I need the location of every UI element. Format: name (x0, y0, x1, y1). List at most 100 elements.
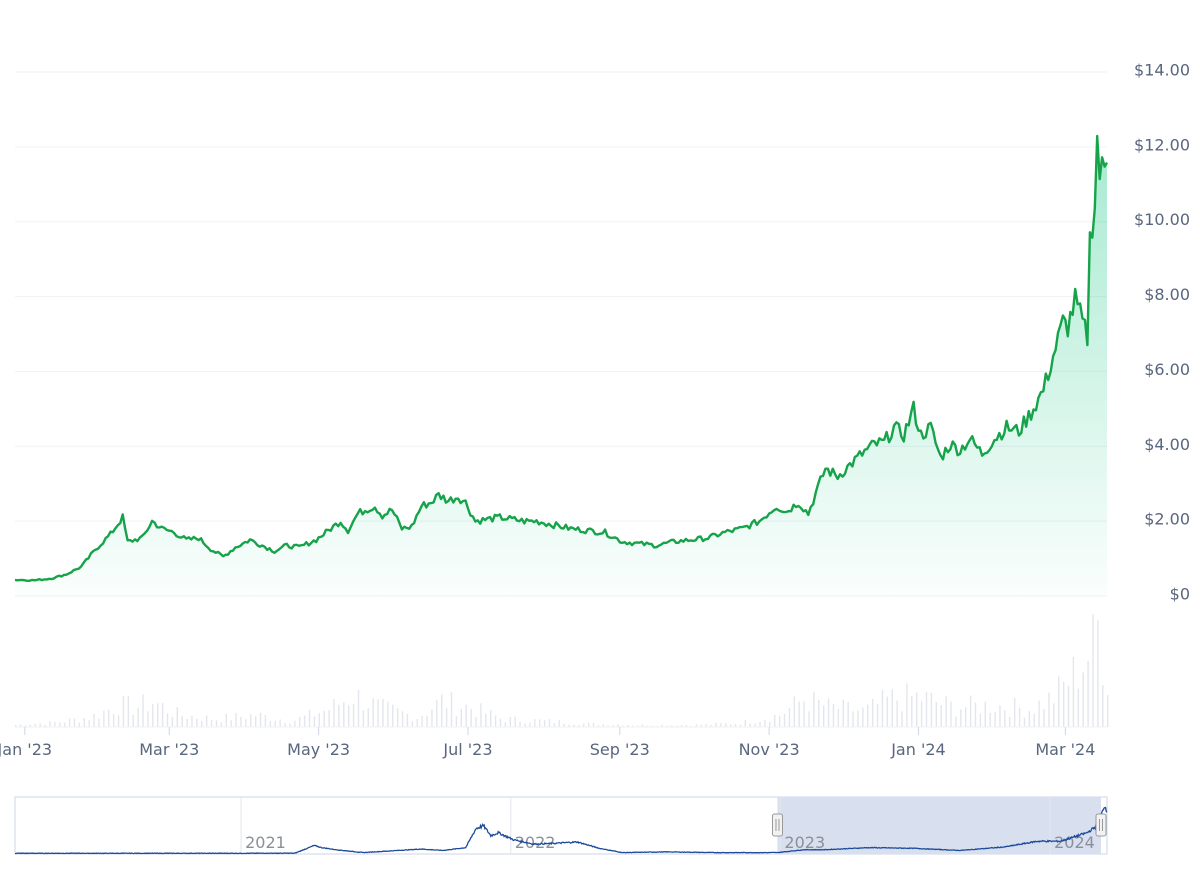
volume-bar (303, 715, 306, 727)
volume-bar (343, 702, 345, 727)
volume-bar (832, 703, 835, 727)
volume-bar (406, 713, 409, 727)
volume-bar (421, 715, 423, 727)
volume-bar (367, 708, 369, 727)
volume-bar (1023, 717, 1026, 727)
y-tick-label: $0 (1170, 585, 1190, 604)
navigator-left-handle[interactable] (771, 813, 783, 837)
volume-bar (259, 712, 262, 727)
volume-bar (1077, 688, 1080, 727)
volume-bar (372, 698, 374, 727)
volume-bar (250, 714, 252, 727)
volume-bar (103, 710, 105, 727)
volume-bar (142, 694, 144, 727)
price-line-group (14, 134, 1109, 582)
volume-bar (59, 722, 61, 727)
range-navigator[interactable]: 2021 2022 2023 2024 (14, 796, 1108, 855)
volume-bar (524, 723, 526, 727)
volume-bar (583, 723, 585, 727)
volume-bar (122, 695, 125, 727)
y-tick-label: $14.00 (1134, 61, 1190, 80)
volume-bar (612, 725, 614, 727)
volume-bar (205, 715, 208, 727)
volume-bar (994, 712, 996, 727)
volume-bar (573, 724, 575, 727)
volume-bar (485, 713, 487, 727)
volume-bar (416, 718, 418, 727)
volume-bar (137, 707, 139, 727)
x-tick-label: Jan '23 (0, 740, 52, 759)
volume-bar (749, 723, 751, 727)
price-line (14, 134, 1109, 582)
volume-bar (24, 725, 27, 727)
volume-bar (1028, 711, 1031, 727)
volume-bar (891, 689, 893, 727)
volume-bar (930, 692, 933, 727)
x-tick-label: Mar '24 (1035, 740, 1095, 759)
volume-bar (127, 695, 130, 727)
volume-bar (837, 708, 840, 727)
x-tick-label: Jan '24 (890, 740, 946, 759)
volume-bars (15, 614, 1109, 728)
volume-bar (15, 725, 17, 727)
volume-bar (1033, 713, 1035, 727)
volume-bar (793, 696, 796, 727)
volume-bar (494, 715, 497, 727)
volume-bar (499, 718, 502, 727)
volume-bar (196, 718, 198, 727)
volume-bar (563, 723, 565, 727)
volume-bar (960, 709, 962, 727)
volume-bar (294, 720, 296, 727)
volume-bar (225, 714, 227, 727)
navigator-tick-label: 2022 (515, 833, 556, 852)
volume-bar (685, 725, 688, 727)
volume-bar (112, 714, 115, 727)
navigator-selection[interactable] (777, 797, 1101, 854)
volume-bar (323, 710, 325, 727)
volume-bar (568, 724, 570, 727)
volume-bar (969, 695, 972, 727)
volume-bar (171, 716, 174, 727)
volume-bar (362, 710, 365, 727)
volume-bar (769, 722, 771, 727)
volume-bar (964, 707, 967, 727)
volume-bar (68, 718, 71, 727)
volume-bar (627, 725, 629, 727)
volume-bar (925, 691, 928, 727)
grid-lines (15, 71, 1107, 597)
y-tick-label: $2.00 (1144, 510, 1190, 529)
volume-bar (666, 725, 668, 727)
volume-bar (235, 713, 237, 727)
volume-bar (220, 722, 223, 727)
volume-bar (607, 725, 609, 727)
volume-bar (818, 699, 820, 727)
volume-bar (989, 712, 991, 727)
volume-bar (39, 723, 41, 727)
volume-bar (896, 700, 898, 727)
volume-bar (475, 717, 477, 727)
volume-bar (78, 722, 81, 727)
volume-bar (426, 715, 428, 727)
volume-bar (534, 719, 536, 727)
volume-bar (916, 692, 918, 727)
volume-bar (1013, 697, 1016, 727)
volume-bar (984, 701, 986, 727)
navigator-tick-label: 2021 (245, 833, 286, 852)
volume-bar (651, 725, 653, 727)
volume-bar (778, 715, 781, 727)
y-tick-label: $12.00 (1134, 135, 1190, 154)
handle-body[interactable] (1095, 813, 1107, 837)
volume-bar (396, 708, 399, 727)
volume-bar (857, 710, 859, 727)
price-area (15, 136, 1107, 596)
volume-bar (274, 720, 276, 727)
volume-bar (548, 719, 551, 727)
volume-bar (813, 691, 815, 727)
navigator-tick-label: 2023 (784, 833, 825, 852)
volume-bar (357, 689, 360, 727)
volume-bar (979, 713, 982, 727)
volume-bar (519, 721, 521, 727)
navigator-right-handle[interactable] (1095, 813, 1107, 837)
volume-bar (215, 720, 218, 727)
handle-body[interactable] (771, 813, 783, 837)
